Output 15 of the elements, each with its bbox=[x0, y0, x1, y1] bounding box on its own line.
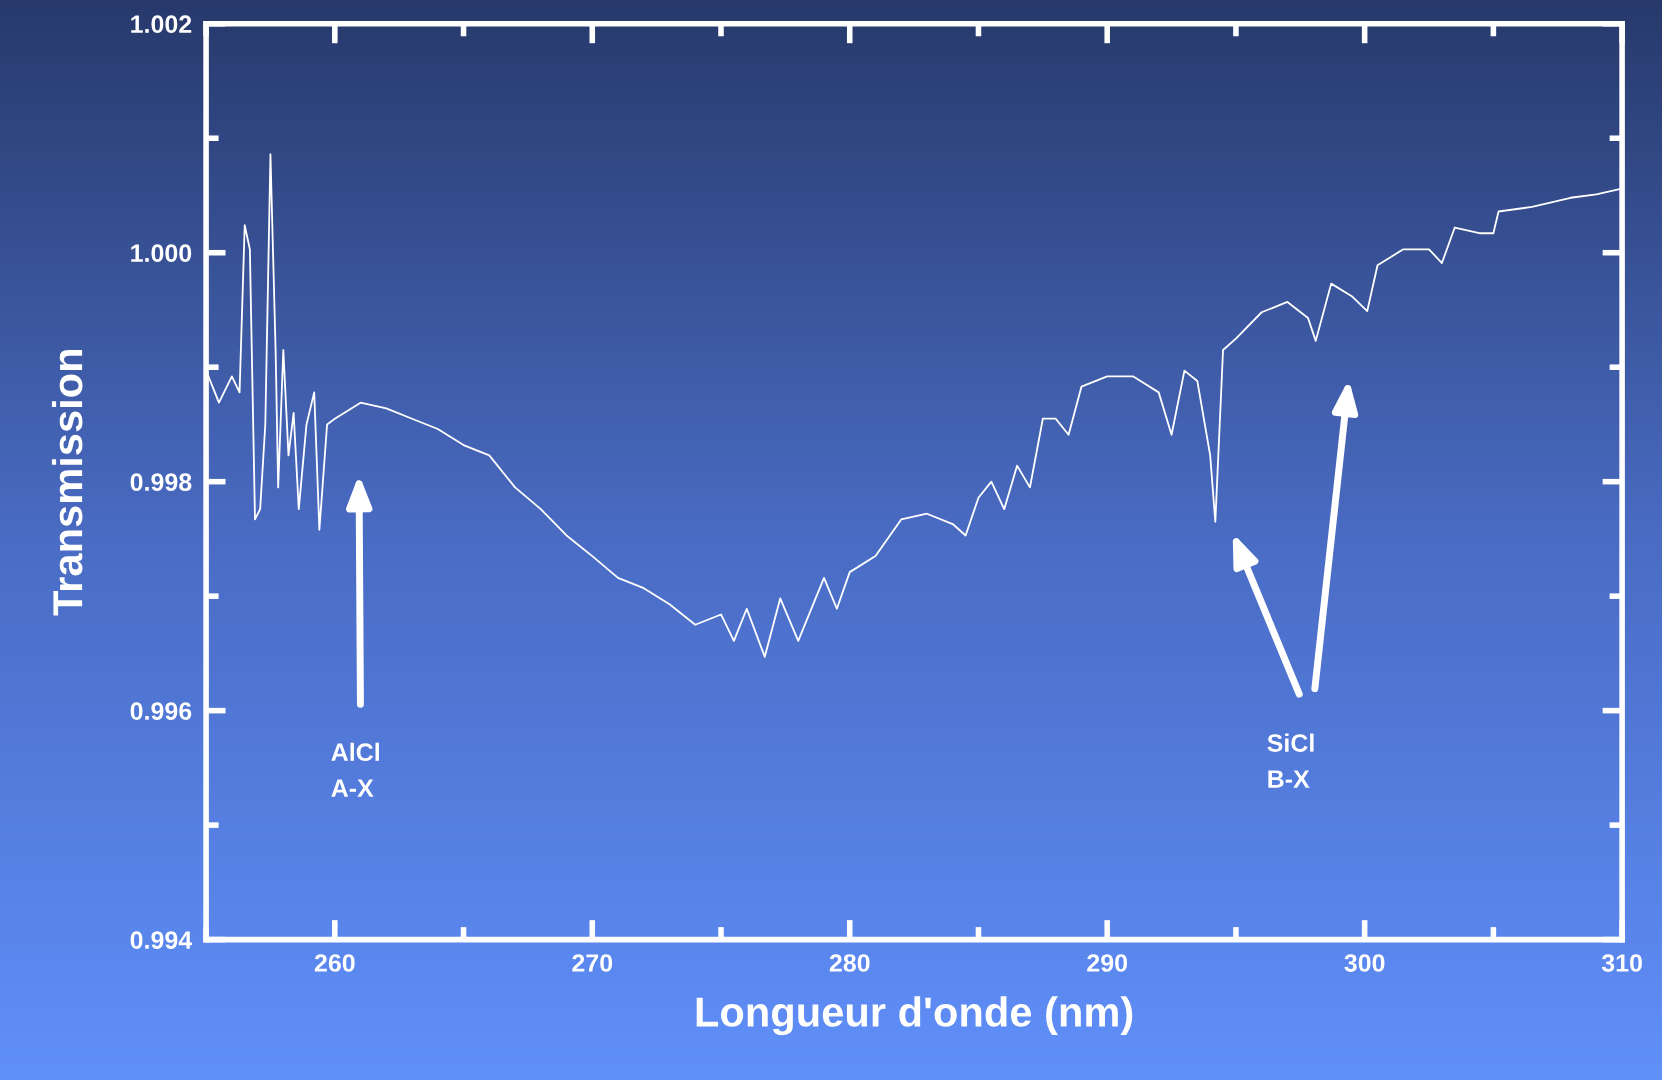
y-tick-label: 0.996 bbox=[130, 702, 192, 720]
x-tick-label: 290 bbox=[1087, 954, 1128, 972]
x-tick-label: 260 bbox=[314, 954, 355, 972]
x-tick-label: 310 bbox=[1601, 954, 1642, 972]
annotation: SiCl B-X bbox=[1267, 733, 1314, 788]
y-tick-label: 0.994 bbox=[130, 931, 193, 949]
y-axis-title: Transmission bbox=[51, 349, 83, 616]
x-tick-label: 280 bbox=[829, 954, 870, 972]
y-tick-label: 0.998 bbox=[130, 473, 192, 491]
x-tick-label: 300 bbox=[1344, 954, 1385, 972]
y-tick-label: 1.000 bbox=[131, 244, 192, 263]
annotation: AlCl A-X bbox=[331, 742, 379, 797]
y-tick-label: 1.002 bbox=[131, 15, 192, 34]
x-axis-title: Longueur d'onde (nm) bbox=[696, 996, 1133, 1036]
x-tick-label: 270 bbox=[572, 954, 613, 972]
